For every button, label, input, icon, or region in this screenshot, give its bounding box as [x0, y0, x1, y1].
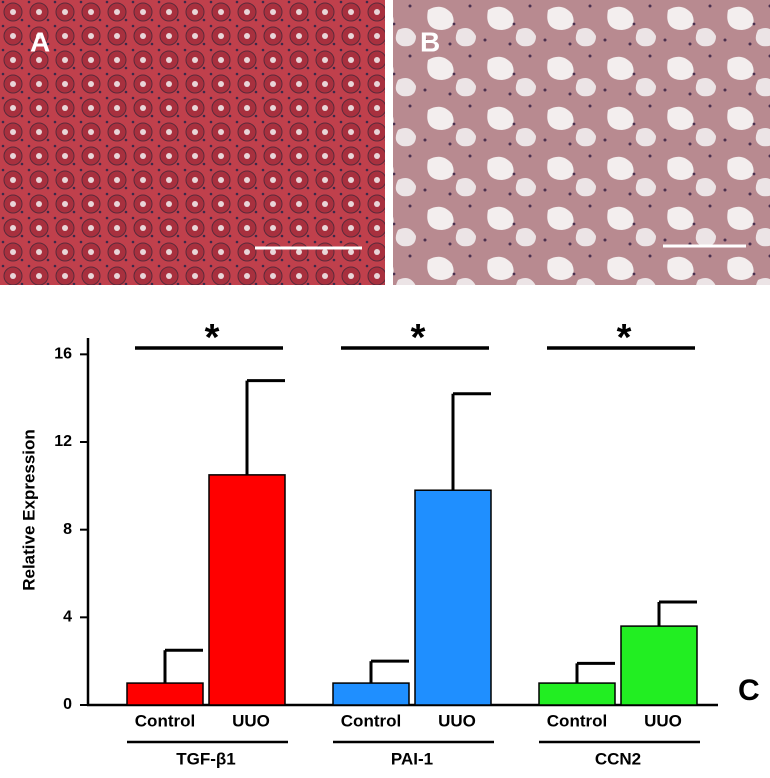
bar: [126, 682, 204, 706]
micrograph-b: [393, 0, 770, 285]
group-label: TGF-β1: [176, 749, 235, 768]
micrograph-a: [0, 0, 385, 285]
significance-mark: *: [411, 317, 426, 359]
y-tick-label: 8: [63, 521, 72, 538]
x-tick-label: Control: [547, 711, 607, 730]
bar: [208, 474, 286, 706]
y-tick-label: 16: [54, 346, 72, 363]
significance-mark: *: [205, 317, 220, 359]
y-tick-label: 4: [63, 609, 72, 626]
x-tick-label: Control: [135, 711, 195, 730]
panel-label: A: [30, 26, 50, 57]
significance-mark: *: [617, 317, 632, 359]
y-axis-label: Relative Expression: [19, 429, 38, 591]
panel-label: B: [420, 26, 440, 57]
panel-label: C: [738, 674, 760, 707]
bar: [332, 682, 410, 706]
x-tick-label: UUO: [232, 711, 270, 730]
x-tick-label: Control: [341, 711, 401, 730]
bar: [620, 625, 698, 706]
bar: [414, 489, 492, 706]
x-tick-label: UUO: [438, 711, 476, 730]
group-label: CCN2: [595, 749, 641, 768]
y-tick-label: 12: [54, 433, 72, 450]
group-label: PAI-1: [391, 749, 433, 768]
y-tick-label: 0: [63, 696, 72, 713]
x-tick-label: UUO: [644, 711, 682, 730]
bar: [538, 682, 616, 706]
